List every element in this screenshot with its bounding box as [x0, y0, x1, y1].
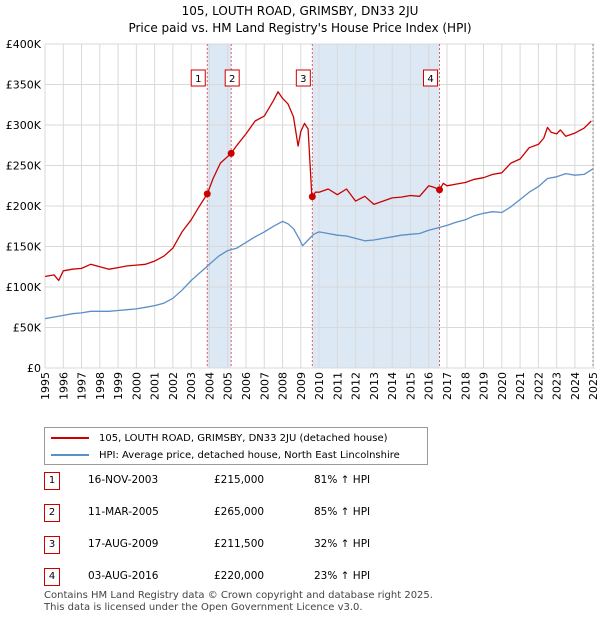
sale-date: 11-MAR-2005: [88, 506, 159, 518]
hpi-line: [44, 168, 594, 320]
legend-swatch-property: [51, 437, 89, 439]
y-tick-label: £250K: [6, 160, 42, 173]
sale-point: [308, 193, 316, 201]
sale-number-box: [423, 69, 439, 87]
y-tick-label: £350K: [6, 79, 42, 92]
sale-hpi-change: 81% ↑ HPI: [314, 474, 371, 486]
x-tick-label: 2011: [331, 372, 344, 400]
x-tick-label: 2007: [258, 372, 271, 400]
sale-number-box: [190, 69, 206, 87]
x-tick-label: 2003: [185, 372, 198, 400]
sale-price: £211,500: [214, 538, 265, 550]
sale-price: £220,000: [214, 570, 265, 582]
footer-license: This data is licensed under the Open Gov…: [44, 602, 363, 613]
sale-point: [203, 190, 211, 198]
legend-swatch-hpi: [51, 454, 89, 456]
sale-date: 16-NOV-2003: [88, 474, 159, 486]
sale-row: 3 17-AUG-2009 £211,500 32% ↑ HPI: [44, 536, 464, 554]
x-tick-label: 2000: [130, 372, 143, 400]
legend-label-hpi: HPI: Average price, detached house, Nort…: [99, 449, 400, 461]
chart-title: 105, LOUTH ROAD, GRIMSBY, DN33 2JU: [181, 4, 419, 18]
sale-number-label: 3: [300, 74, 306, 85]
sale-row: 2 11-MAR-2005 £265,000 85% ↑ HPI: [44, 504, 464, 522]
x-tick-label: 2001: [149, 372, 162, 400]
sale-hpi-change: 85% ↑ HPI: [314, 506, 371, 518]
x-tick-label: 2009: [295, 372, 308, 400]
x-tick-label: 2013: [368, 372, 381, 400]
sale-hpi-change: 23% ↑ HPI: [314, 570, 371, 582]
x-tick-label: 1998: [94, 372, 107, 400]
sale-number-box: [295, 69, 311, 87]
sale-number-box: [224, 69, 240, 87]
x-tick-label: 2012: [350, 372, 363, 400]
sale-number-label: 4: [427, 74, 433, 85]
sale-number-badge: 4: [44, 568, 60, 586]
chart-legend: 105, LOUTH ROAD, GRIMSBY, DN33 2JU (deta…: [44, 427, 428, 465]
sale-row: 1 16-NOV-2003 £215,000 81% ↑ HPI: [44, 472, 464, 490]
legend-item-property: 105, LOUTH ROAD, GRIMSBY, DN33 2JU (deta…: [51, 430, 388, 446]
y-tick-label: £200K: [6, 200, 42, 213]
sale-price: £215,000: [214, 474, 265, 486]
y-tick-label: £300K: [6, 119, 42, 132]
legend-label-property: 105, LOUTH ROAD, GRIMSBY, DN33 2JU (deta…: [99, 432, 388, 444]
sale-price: £265,000: [214, 506, 265, 518]
y-tick-label: £400K: [6, 38, 42, 51]
x-tick-label: 2025: [587, 372, 600, 400]
sale-hpi-change: 32% ↑ HPI: [314, 538, 371, 550]
x-tick-label: 2024: [569, 372, 582, 400]
sale-number-badge: 1: [44, 472, 60, 490]
price-chart: 1 2 3 4 £0 £50K £100K £150K £200K £250K £300K £350K…: [6, 38, 600, 400]
x-tick-label: 2017: [441, 372, 454, 400]
x-tick-label: 2006: [240, 372, 253, 400]
x-tick-label: 2018: [459, 372, 472, 400]
chart-subtitle: Price paid vs. HM Land Registry's House …: [128, 21, 472, 35]
y-tick-label: £50K: [13, 322, 42, 335]
footer-copyright: Contains HM Land Registry data © Crown c…: [44, 590, 433, 601]
sale-number-badge: 3: [44, 536, 60, 554]
sale-date: 03-AUG-2016: [88, 570, 159, 582]
y-tick-label: £150K: [6, 241, 42, 254]
legend-item-hpi: HPI: Average price, detached house, Nort…: [51, 447, 400, 463]
sale-number-label: 2: [229, 74, 235, 85]
sale-number-label: 1: [195, 74, 201, 85]
x-tick-label: 2019: [478, 372, 491, 400]
x-tick-label: 2016: [423, 372, 436, 400]
y-tick-label: £100K: [6, 281, 42, 294]
x-tick-label: 2014: [386, 372, 399, 400]
x-tick-label: 2002: [167, 372, 180, 400]
sale-number-badge: 2: [44, 504, 60, 522]
x-tick-label: 1996: [57, 372, 70, 400]
x-tick-label: 2008: [277, 372, 290, 400]
x-tick-label: 2005: [222, 372, 235, 400]
sale-point: [436, 186, 444, 194]
x-tick-label: 2020: [496, 372, 509, 400]
x-tick-label: 2022: [532, 372, 545, 400]
x-tick-label: 1997: [76, 372, 89, 400]
sale-date: 17-AUG-2009: [88, 538, 159, 550]
y-tick-label: £0: [27, 362, 41, 375]
x-tick-label: 2023: [551, 372, 564, 400]
sale-row: 4 03-AUG-2016 £220,000 23% ↑ HPI: [44, 568, 464, 586]
sale-point: [227, 149, 235, 157]
x-tick-label: 2015: [404, 372, 417, 400]
x-tick-label: 2004: [203, 372, 216, 400]
x-tick-label: 2021: [514, 372, 527, 400]
x-tick-label: 2010: [313, 372, 326, 400]
x-tick-label: 1999: [112, 372, 125, 400]
x-tick-label: 1995: [39, 372, 52, 400]
